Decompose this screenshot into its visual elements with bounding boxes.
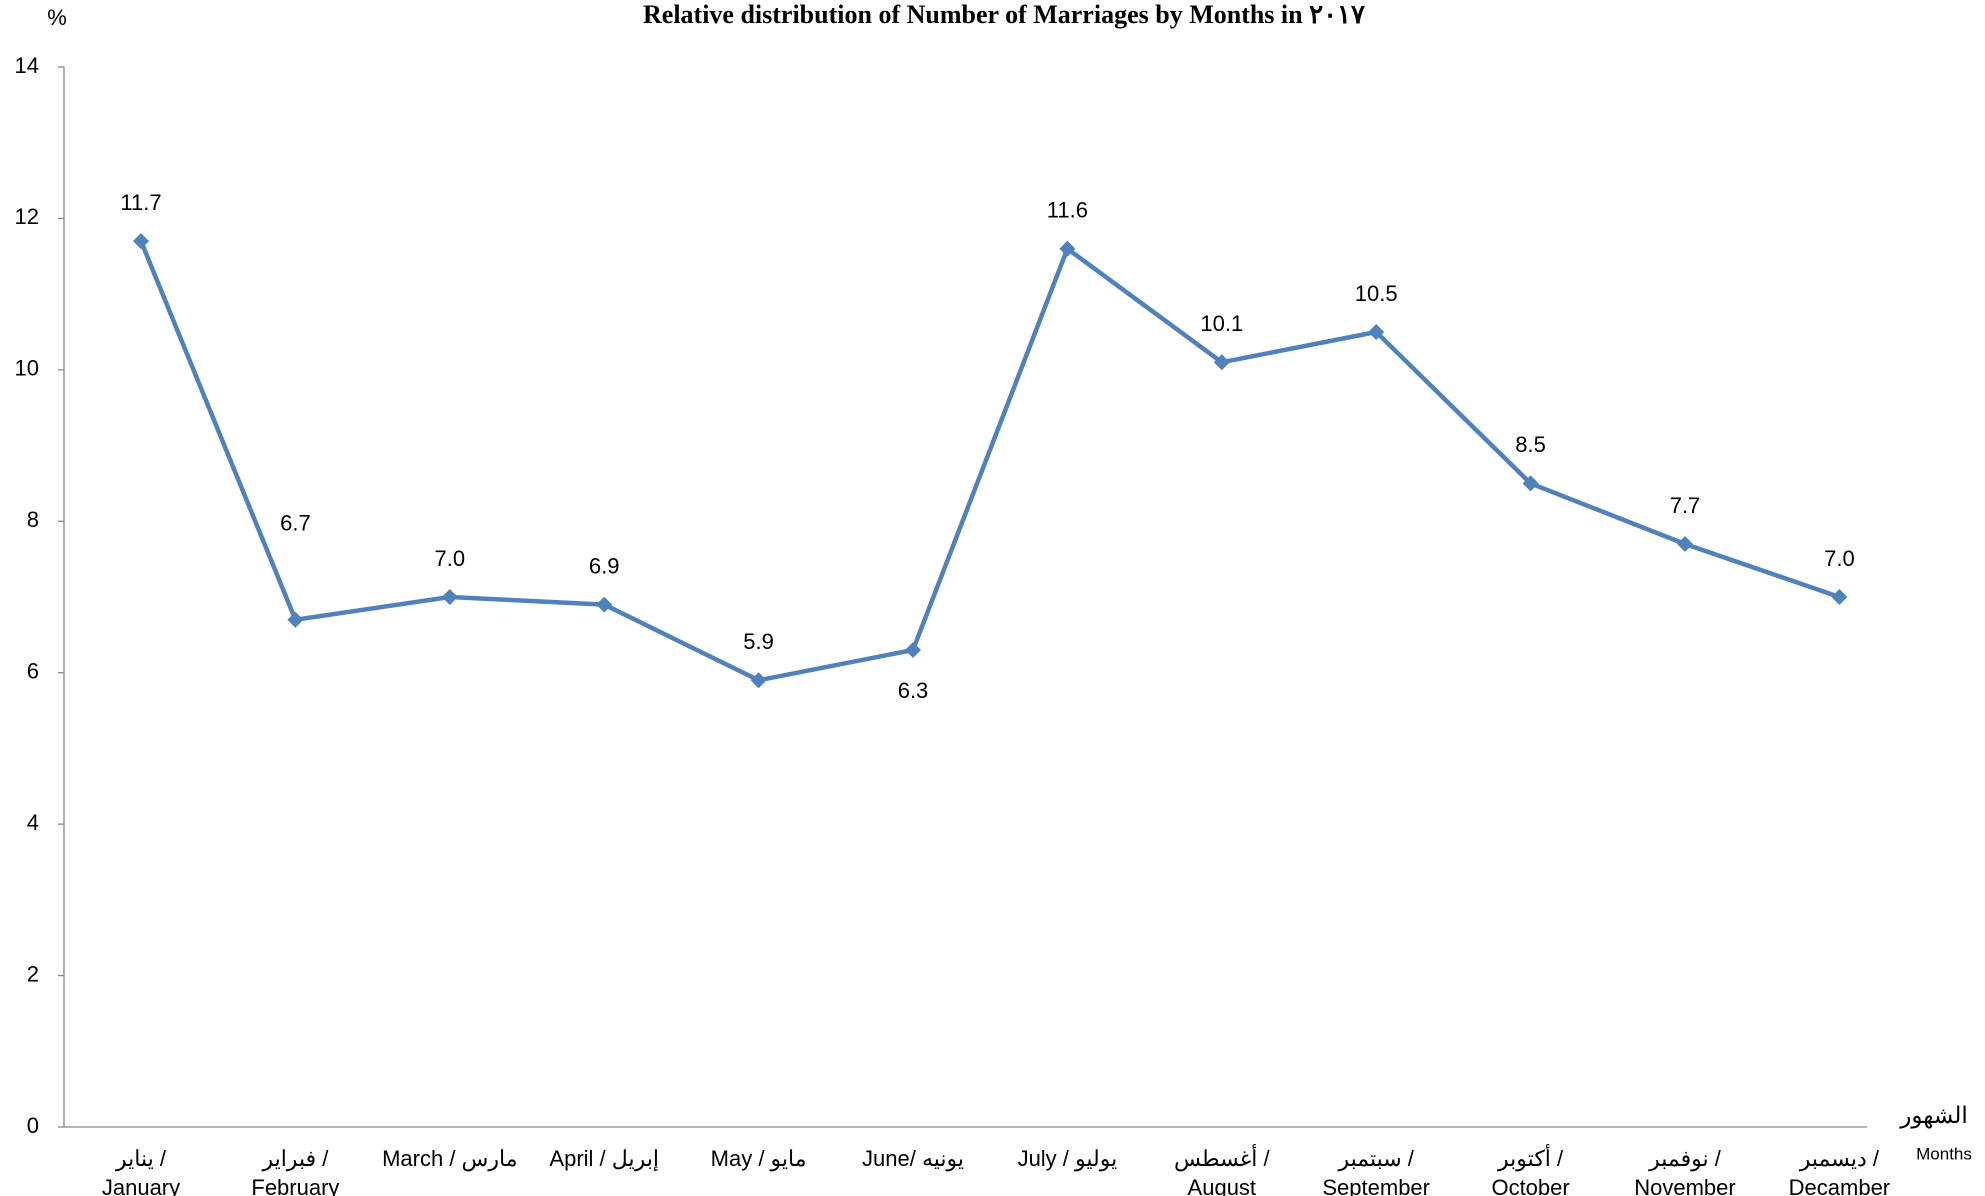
y-tick-label: 6	[27, 659, 39, 684]
x-tick-label: May / مايو	[711, 1146, 807, 1172]
data-label: 11.7	[120, 190, 161, 215]
x-tick-label: يناير / January	[102, 1146, 180, 1196]
data-label: 7.7	[1670, 493, 1701, 518]
chart-title: Relative distribution of Number of Marri…	[643, 0, 1365, 29]
y-tick-label: 10	[15, 356, 39, 381]
marker	[1368, 324, 1385, 340]
marker	[596, 596, 613, 613]
x-tick-label: ديسمبر / Decamber	[1789, 1146, 1890, 1196]
y-axis-label: %	[47, 5, 67, 30]
x-tick-label: فبراير / February	[251, 1146, 339, 1196]
data-label: 11.6	[1047, 198, 1088, 223]
marker	[1677, 536, 1693, 552]
data-label: 6.3	[898, 678, 929, 703]
data-label: 5.9	[743, 629, 774, 654]
marker	[1059, 240, 1076, 257]
x-tick-label: April / إبريل	[549, 1146, 659, 1172]
line	[138, 240, 1841, 683]
data-label: 7.0	[435, 546, 466, 571]
marker	[905, 642, 921, 658]
marker	[1522, 475, 1539, 492]
marker	[750, 672, 767, 689]
x-axis-label-en: Months	[1916, 1144, 1972, 1163]
data-label: 10.5	[1355, 281, 1398, 306]
x-tick-label: March / مارس	[382, 1146, 517, 1172]
marker	[441, 589, 458, 605]
y-tick-label: 2	[27, 961, 39, 986]
marker	[1831, 589, 1848, 605]
x-tick-label: July / يوليو	[1018, 1146, 1118, 1172]
x-tick-label: June/ يونيه	[862, 1146, 964, 1172]
x-tick-label: سبتمبر / September	[1322, 1146, 1430, 1196]
x-tick-label: أغسطس / August	[1174, 1143, 1270, 1196]
y-tick-label: 14	[15, 53, 39, 78]
x-axis-label: الشهور	[1899, 1102, 1968, 1129]
data-label: 8.5	[1515, 432, 1546, 457]
x-tick-label: نوفمبر / November	[1634, 1146, 1735, 1196]
marker	[1213, 354, 1230, 371]
data-label: 10.1	[1200, 311, 1243, 336]
data-label: 6.9	[589, 553, 620, 578]
data-label: 6.7	[280, 511, 311, 536]
y-tick-label: 4	[27, 810, 39, 835]
y-tick-label: 8	[27, 507, 39, 532]
x-tick-label: أكتوبر / October	[1491, 1143, 1569, 1196]
marker	[287, 611, 304, 628]
data-label: 7.0	[1824, 546, 1855, 571]
marker	[133, 233, 149, 250]
y-tick-label: 12	[15, 204, 39, 229]
y-tick-label: 0	[27, 1113, 39, 1138]
